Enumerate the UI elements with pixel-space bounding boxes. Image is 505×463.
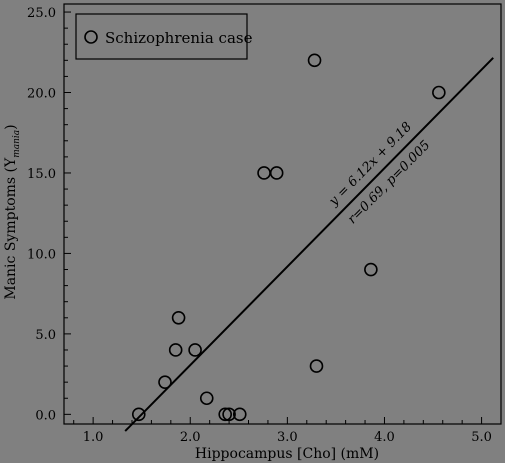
y-tick-label: 10.0 bbox=[27, 247, 56, 262]
data-point bbox=[158, 375, 172, 389]
y-tick-label: 0.0 bbox=[35, 408, 56, 423]
x-tick-label: 3.0 bbox=[277, 430, 298, 445]
data-point bbox=[432, 85, 446, 100]
plot-area bbox=[63, 3, 502, 425]
legend-label: Schizophrenia case bbox=[105, 29, 253, 47]
data-point bbox=[364, 262, 378, 277]
y-axis-label-subscript: mania bbox=[12, 130, 22, 158]
x-axis-label: Hippocampus [Cho] (mM) bbox=[195, 446, 379, 462]
y-axis-label-close: ) bbox=[3, 124, 19, 129]
data-point bbox=[199, 391, 214, 406]
y-axis-label-main: Manic Symptoms (Y bbox=[3, 157, 19, 300]
data-points bbox=[131, 53, 446, 422]
x-tick-label: 2.0 bbox=[180, 430, 201, 445]
axis-ticks: 1.0 2.0 3.0 4.0 5.0 0.0 5.0 10.0 15.0 20.0 25.0 bbox=[27, 6, 492, 445]
data-point bbox=[232, 407, 247, 422]
data-point bbox=[188, 343, 202, 357]
y-tick-label: 25.0 bbox=[27, 6, 56, 21]
regression-line bbox=[124, 57, 494, 432]
legend-box bbox=[75, 13, 248, 60]
data-point bbox=[309, 359, 324, 373]
y-tick-label: 20.0 bbox=[27, 87, 56, 102]
data-point bbox=[269, 166, 284, 180]
data-point bbox=[131, 407, 146, 422]
data-point bbox=[218, 407, 233, 422]
legend-marker-icon bbox=[84, 30, 98, 44]
x-tick-label: 4.0 bbox=[374, 430, 395, 445]
data-point bbox=[168, 343, 183, 357]
y-axis-label: Manic Symptoms (Ymania) bbox=[3, 124, 22, 299]
x-tick-label: 5.0 bbox=[471, 430, 492, 445]
legend: Schizophrenia case bbox=[75, 13, 253, 60]
data-point bbox=[171, 310, 186, 325]
y-tick-label: 5.0 bbox=[35, 328, 56, 343]
data-point bbox=[222, 407, 236, 422]
data-point bbox=[307, 53, 322, 68]
y-tick-label: 15.0 bbox=[27, 167, 56, 182]
x-tick-label: 1.0 bbox=[83, 430, 104, 445]
